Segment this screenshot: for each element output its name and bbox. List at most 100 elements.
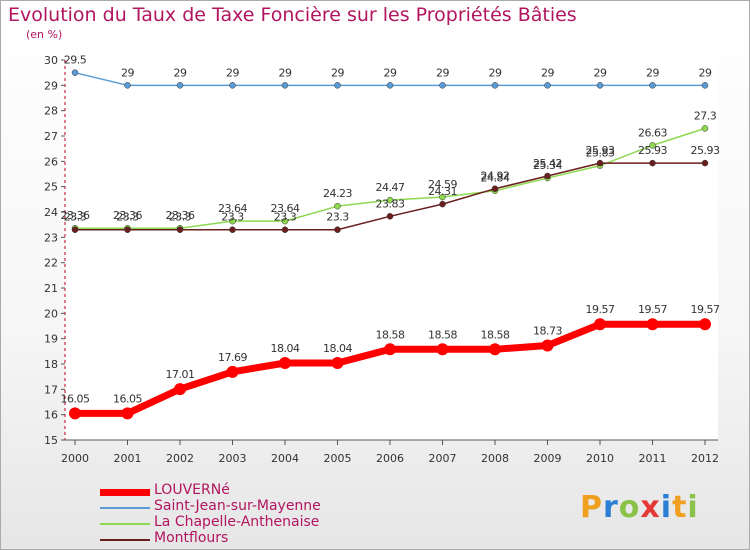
data-point <box>229 82 236 89</box>
data-point <box>649 82 656 89</box>
data-label: 29 <box>646 66 659 79</box>
data-point <box>489 343 501 356</box>
data-point <box>71 226 79 233</box>
data-point <box>701 125 709 132</box>
y-tick-label: 21 <box>44 282 58 295</box>
data-label: 24.92 <box>481 170 510 183</box>
data-label: 29 <box>594 66 607 79</box>
data-label: 25.83 <box>586 147 615 160</box>
data-point <box>701 82 709 89</box>
data-label: 29 <box>174 66 187 79</box>
data-point <box>386 213 394 220</box>
y-tick-label: 20 <box>44 307 58 320</box>
legend-swatch <box>100 507 150 509</box>
data-point <box>701 159 709 167</box>
y-tick-label: 23 <box>44 231 58 244</box>
data-label: 29 <box>121 66 134 79</box>
data-point <box>176 82 184 89</box>
data-label: 29 <box>436 66 449 79</box>
data-label: 23.36 <box>61 209 90 222</box>
unit-label: (en %) <box>26 28 63 41</box>
data-label: 25.93 <box>691 144 720 157</box>
y-tick-label: 26 <box>44 155 58 168</box>
data-label: 25.93 <box>638 144 667 157</box>
data-label: 23.3 <box>64 211 87 224</box>
data-label: 23.36 <box>166 209 195 222</box>
data-point <box>334 82 341 89</box>
data-label: 23.3 <box>326 211 349 224</box>
data-label: 18.58 <box>481 328 510 341</box>
data-point <box>439 82 446 89</box>
data-label: 23.64 <box>271 202 300 215</box>
data-label: 29 <box>279 66 292 79</box>
x-tick-label: 2010 <box>586 452 614 465</box>
x-tick-label: 2003 <box>219 452 247 465</box>
data-label: 17.01 <box>166 368 195 381</box>
data-label: 16.05 <box>113 392 142 405</box>
data-label: 29 <box>226 66 239 79</box>
data-label: 25.93 <box>586 144 615 157</box>
data-point <box>71 69 79 76</box>
data-point <box>491 185 499 192</box>
data-label: 19.57 <box>586 303 615 316</box>
x-tick-label: 2004 <box>271 452 299 465</box>
data-point <box>544 82 551 89</box>
data-label: 18.58 <box>376 328 405 341</box>
data-point <box>124 226 131 233</box>
legend-label: LOUVERNé <box>154 482 230 498</box>
x-tick-label: 2001 <box>114 452 142 465</box>
data-label: 19.57 <box>638 303 667 316</box>
data-label: 29 <box>541 66 554 79</box>
x-tick-label: 2009 <box>534 452 562 465</box>
data-label: 18.04 <box>323 342 352 355</box>
data-point <box>541 339 554 352</box>
logo-letter: x <box>640 490 661 525</box>
y-tick-label: 29 <box>44 79 58 92</box>
data-point <box>69 407 81 420</box>
legend-label: Montflours <box>154 530 229 546</box>
data-label: 25.34 <box>533 159 562 172</box>
data-label: 23.3 <box>116 211 139 224</box>
data-label: 29 <box>384 66 397 79</box>
y-tick-label: 27 <box>44 130 58 143</box>
proxiti-logo: Proxiti <box>580 490 699 525</box>
data-label: 24.31 <box>428 185 457 198</box>
data-point <box>436 343 449 356</box>
data-point <box>649 142 656 149</box>
data-label: 23.3 <box>221 211 244 224</box>
data-label: 23.64 <box>218 202 247 215</box>
data-label: 29.5 <box>64 54 87 67</box>
data-label: 24.23 <box>323 187 352 200</box>
plot-area <box>65 60 718 440</box>
data-label: 18.58 <box>428 328 457 341</box>
y-tick-label: 17 <box>44 383 58 396</box>
x-tick-label: 2008 <box>481 452 509 465</box>
data-label: 29 <box>699 66 712 79</box>
data-point <box>121 407 134 420</box>
data-label: 24.84 <box>481 172 510 185</box>
legend-label: La Chapelle-Anthenaise <box>154 514 320 530</box>
data-point <box>279 356 291 369</box>
data-point <box>281 82 289 89</box>
data-label: 17.69 <box>218 351 247 364</box>
data-point <box>699 318 711 331</box>
logo-letter: i <box>660 490 673 525</box>
data-point <box>384 343 396 356</box>
y-tick-label: 22 <box>44 257 58 270</box>
data-label: 23.83 <box>376 197 405 210</box>
data-label: 23.3 <box>274 211 297 224</box>
data-label: 19.57 <box>691 303 720 316</box>
logo-letter: i <box>687 490 699 525</box>
data-point <box>331 356 344 369</box>
x-tick-label: 2012 <box>691 452 719 465</box>
x-tick-label: 2006 <box>376 452 404 465</box>
legend-swatch <box>100 488 150 496</box>
data-point <box>229 226 236 233</box>
y-tick-label: 18 <box>44 358 58 371</box>
data-label: 24.47 <box>376 181 405 194</box>
data-point <box>596 159 604 167</box>
data-point <box>281 226 289 233</box>
data-label: 18.73 <box>533 325 562 338</box>
data-label: 29 <box>331 66 344 79</box>
data-point <box>124 82 131 89</box>
